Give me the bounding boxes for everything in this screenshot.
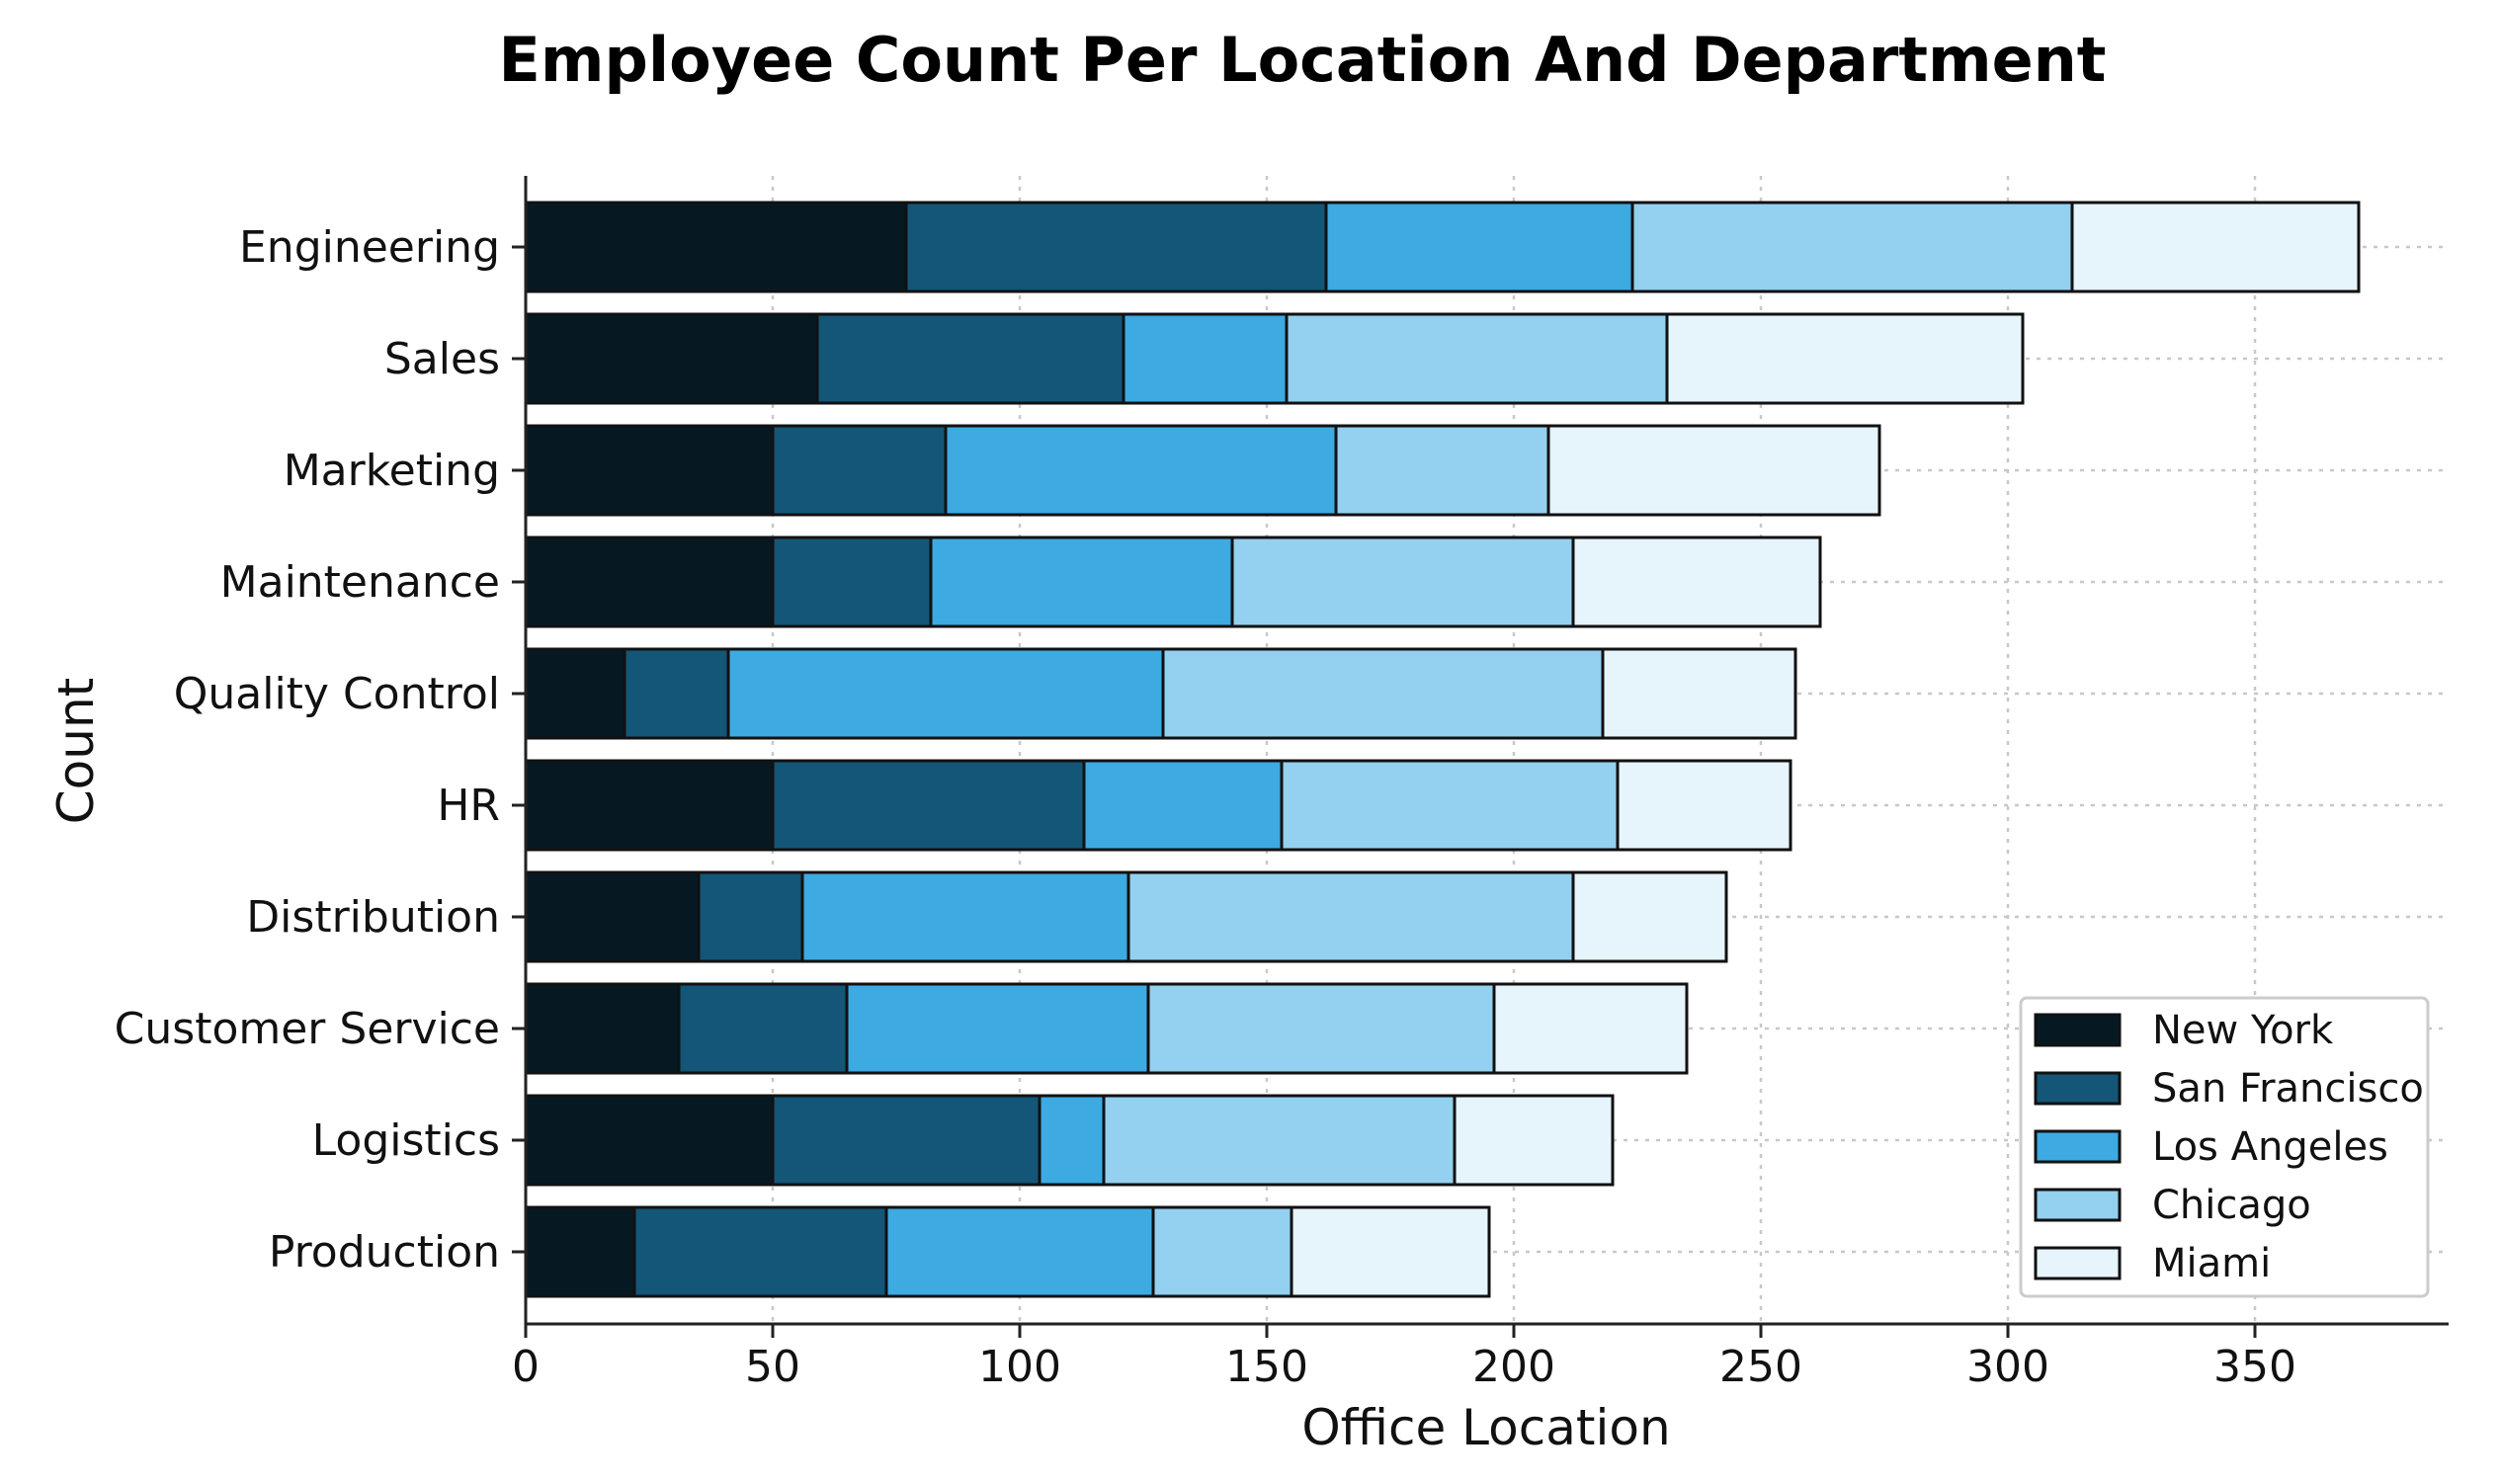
bar-segment bbox=[524, 1205, 636, 1298]
bar-segment bbox=[1453, 1094, 1615, 1187]
x-tick-label: 0 bbox=[512, 1342, 540, 1392]
bar-segment bbox=[1082, 759, 1284, 852]
bar-segment bbox=[944, 424, 1338, 517]
bar-segment bbox=[1102, 1094, 1457, 1187]
bar-segment bbox=[524, 424, 775, 517]
legend: New York San Francisco Los Angeles Chicago M… bbox=[2019, 996, 2430, 1298]
legend-label: New York bbox=[2152, 1008, 2334, 1053]
y-tick-label: Distribution bbox=[246, 892, 500, 943]
bar-segment bbox=[884, 1205, 1155, 1298]
axes bbox=[524, 176, 2449, 1326]
legend-swatch bbox=[2034, 1188, 2122, 1222]
y-axis-title: Count bbox=[47, 678, 105, 825]
bar-segment bbox=[1290, 1205, 1491, 1298]
bar-segment bbox=[524, 312, 819, 405]
bar-segment bbox=[1546, 424, 1881, 517]
x-tick-label: 200 bbox=[1472, 1342, 1555, 1392]
x-tick-label: 250 bbox=[1719, 1342, 1802, 1392]
bar-segment bbox=[771, 536, 933, 628]
bar-segment bbox=[1280, 759, 1620, 852]
bar-segment bbox=[726, 647, 1165, 740]
bar-segment bbox=[1161, 647, 1605, 740]
bar-segment bbox=[677, 982, 849, 1075]
y-tick-label: Customer Service bbox=[115, 1004, 500, 1054]
bar-segment bbox=[697, 870, 804, 963]
bar-segment bbox=[623, 647, 730, 740]
y-tick-label: Production bbox=[269, 1227, 500, 1278]
bar-segment bbox=[1601, 647, 1797, 740]
legend-swatch bbox=[2034, 1129, 2122, 1164]
bar-segment bbox=[904, 201, 1328, 293]
x-tick-label: 300 bbox=[1966, 1342, 2049, 1392]
bar-segment bbox=[1285, 312, 1669, 405]
legend-swatch bbox=[2034, 1071, 2122, 1106]
bar-segment bbox=[771, 424, 948, 517]
chart-title: Employee Count Per Location And Departme… bbox=[499, 24, 2107, 96]
legend-label: San Francisco bbox=[2152, 1066, 2424, 1112]
bar-segment bbox=[2070, 201, 2361, 293]
bar-segment bbox=[929, 536, 1234, 628]
bar-segment bbox=[1665, 312, 2025, 405]
y-tick-label: Logistics bbox=[312, 1115, 500, 1166]
x-tick-label: 350 bbox=[2213, 1342, 2296, 1392]
bar-segment bbox=[845, 982, 1150, 1075]
legend-label: Miami bbox=[2152, 1241, 2271, 1286]
y-tick-label: Quality Control bbox=[174, 669, 500, 719]
y-tick-label: Marketing bbox=[284, 446, 500, 496]
legend-label: Los Angeles bbox=[2152, 1124, 2388, 1170]
bar-segment bbox=[1571, 536, 1822, 628]
x-ticks: 0 50 100 150 200 250 300 350 bbox=[512, 1324, 2296, 1392]
bar-segment bbox=[1151, 1205, 1293, 1298]
y-tick-label: HR bbox=[437, 781, 500, 831]
bar-segment bbox=[771, 759, 1086, 852]
x-tick-label: 150 bbox=[1225, 1342, 1308, 1392]
bar-segment bbox=[800, 870, 1130, 963]
bar-segment bbox=[1334, 424, 1550, 517]
bar-segment bbox=[1630, 201, 2074, 293]
x-tick-label: 100 bbox=[978, 1342, 1061, 1392]
y-ticks: Engineering Sales Marketing Maintenance Qual… bbox=[115, 222, 526, 1278]
bar-segment bbox=[524, 870, 701, 963]
bar-segment bbox=[1230, 536, 1575, 628]
x-tick-label: 50 bbox=[745, 1342, 800, 1392]
bars bbox=[524, 201, 2361, 1298]
bar-segment bbox=[524, 1094, 775, 1187]
bar-segment bbox=[1492, 982, 1689, 1075]
bar-segment bbox=[524, 759, 775, 852]
y-tick-label: Maintenance bbox=[220, 557, 500, 608]
bar-segment bbox=[632, 1205, 888, 1298]
bar-segment bbox=[524, 201, 908, 293]
y-tick-label: Sales bbox=[384, 334, 500, 384]
bar-segment bbox=[524, 982, 681, 1075]
legend-box bbox=[2019, 996, 2430, 1298]
bar-segment bbox=[1038, 1094, 1106, 1187]
bar-segment bbox=[1324, 201, 1634, 293]
bar-segment bbox=[1126, 870, 1575, 963]
bar-segment bbox=[771, 1094, 1042, 1187]
bar-segment bbox=[524, 536, 775, 628]
legend-swatch bbox=[2034, 1013, 2122, 1047]
legend-swatch bbox=[2034, 1246, 2122, 1280]
legend-label: Chicago bbox=[2152, 1183, 2311, 1228]
bar-segment bbox=[1571, 870, 1728, 963]
x-axis-title: Office Location bbox=[1301, 1399, 1670, 1456]
y-tick-label: Engineering bbox=[239, 222, 500, 273]
bar-segment bbox=[1122, 312, 1289, 405]
bar-segment bbox=[1616, 759, 1792, 852]
bar-segment bbox=[815, 312, 1125, 405]
bar-segment bbox=[524, 647, 626, 740]
bar-segment bbox=[1146, 982, 1496, 1075]
